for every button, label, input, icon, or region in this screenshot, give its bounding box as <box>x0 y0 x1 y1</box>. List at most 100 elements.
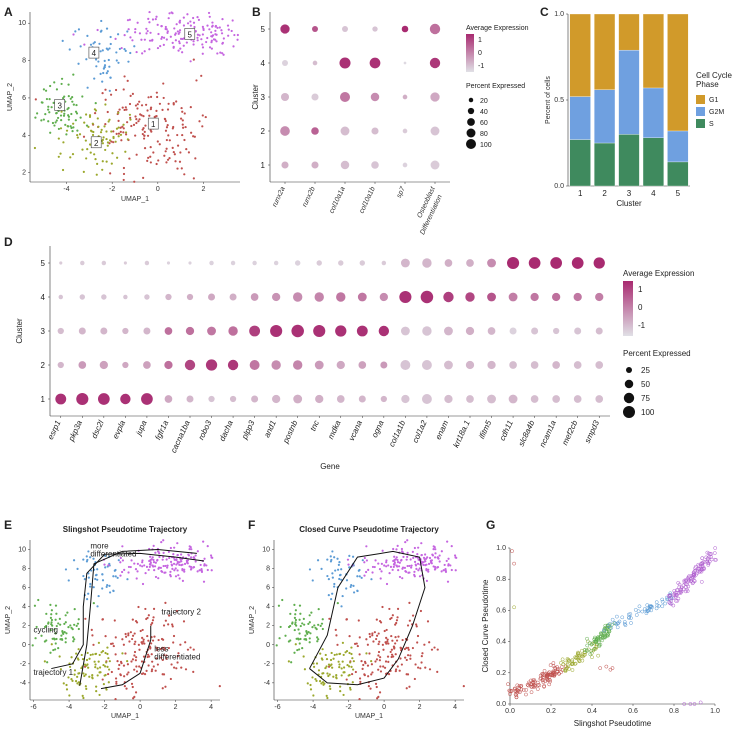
f-cell-point <box>386 640 389 643</box>
d-dot <box>144 294 150 300</box>
d-dot <box>250 293 259 301</box>
a-cell-point <box>168 157 171 160</box>
a-cell-point <box>101 80 104 83</box>
e-cell-point <box>73 673 76 676</box>
e-cell-point <box>151 621 154 625</box>
a-cell-point <box>143 130 146 133</box>
f-cell-point <box>396 558 399 562</box>
a-cell-point <box>165 38 168 41</box>
d-gene-label: vcana <box>347 419 364 443</box>
g-point <box>609 625 614 630</box>
f-cell-point <box>416 553 419 556</box>
a-cell-point <box>155 15 158 18</box>
g-xtick-label: 1.0 <box>710 708 720 715</box>
f-cell-point <box>413 677 416 681</box>
a-cell-point <box>137 120 140 123</box>
f-cell-point <box>379 577 382 580</box>
a-cell-point <box>49 131 52 134</box>
e-cell-point <box>76 682 79 685</box>
d-dot <box>574 327 582 335</box>
e-cell-point <box>143 673 147 676</box>
f-cell-point <box>385 559 388 562</box>
d-dot <box>57 361 64 369</box>
a-cell-point <box>179 47 182 50</box>
a-cluster-label: 2 <box>94 139 99 148</box>
f-cell-point <box>314 677 317 681</box>
a-cell-point <box>227 28 230 31</box>
a-cell-point <box>104 148 107 152</box>
e-cell-point <box>82 574 85 578</box>
g-point <box>597 644 602 648</box>
e-cell-point <box>141 582 145 586</box>
g-point <box>548 663 553 667</box>
e-cell-point <box>87 592 90 595</box>
f-cell-point <box>345 678 348 681</box>
a-cell-point <box>115 132 118 135</box>
e-cell-point <box>86 663 89 666</box>
d-dot <box>97 393 110 405</box>
a-cell-point <box>136 107 139 110</box>
f-cell-point <box>287 660 290 663</box>
f-cell-point <box>388 607 391 611</box>
g-point <box>551 661 556 665</box>
f-cell-point <box>310 611 313 614</box>
a-cell-point <box>70 112 73 116</box>
f-cell-point <box>408 564 411 568</box>
g-ytick-label: 1.0 <box>496 545 506 552</box>
d-dot <box>291 324 304 338</box>
a-ytick-label: 4 <box>22 132 26 139</box>
e-xtick-label: 2 <box>174 704 178 711</box>
e-cell-point <box>145 669 148 672</box>
f-cell-point <box>311 579 314 582</box>
g-point <box>537 683 542 688</box>
f-cell-point <box>381 643 384 646</box>
e-cell-point <box>175 558 178 562</box>
g-point <box>563 669 568 673</box>
e-cell-point <box>153 569 156 572</box>
f-xtick-label: -6 <box>274 704 280 711</box>
e-cell-point <box>167 623 170 626</box>
g-point <box>542 669 547 673</box>
f-cell-point <box>346 663 349 667</box>
g-point <box>580 652 585 657</box>
d-dot <box>552 361 560 369</box>
e-cell-point <box>192 556 195 559</box>
e-cell-point <box>77 681 81 684</box>
e-cell-point <box>169 570 172 573</box>
a-cell-point <box>41 101 44 104</box>
e-cell-point <box>77 672 80 675</box>
a-cell-point <box>151 38 154 41</box>
d-dot <box>292 360 303 370</box>
a-cell-point <box>181 126 185 129</box>
f-cell-point <box>348 566 351 569</box>
f-cell-point <box>361 559 364 562</box>
e-cell-point <box>81 657 85 661</box>
e-cell-point <box>152 561 156 564</box>
g-point <box>668 593 673 598</box>
f-cell-point <box>388 572 391 575</box>
e-cell-point <box>54 604 58 607</box>
f-cell-point <box>308 614 311 617</box>
f-cell-point <box>327 594 330 597</box>
a-cell-point <box>149 146 152 149</box>
f-cell-point <box>398 669 401 672</box>
e-cell-point <box>127 632 130 635</box>
e-cell-point <box>176 661 179 664</box>
e-cell-point <box>123 675 126 678</box>
a-cell-point <box>136 103 139 106</box>
a-cell-point <box>103 66 106 69</box>
b-dot <box>339 91 351 103</box>
e-cell-point <box>124 632 127 636</box>
a-cell-point <box>117 61 120 64</box>
e-cell-point <box>135 621 139 624</box>
a-cell-point <box>126 121 129 124</box>
f-cell-point <box>287 640 290 643</box>
d-dot <box>144 260 150 266</box>
f-cell-point <box>375 618 378 621</box>
e-cell-point <box>161 646 164 649</box>
f-cell-point <box>401 638 404 642</box>
f-cell-point <box>372 640 375 643</box>
d-dot <box>422 326 432 336</box>
a-cell-point <box>123 48 126 51</box>
e-cell-point <box>95 685 98 688</box>
